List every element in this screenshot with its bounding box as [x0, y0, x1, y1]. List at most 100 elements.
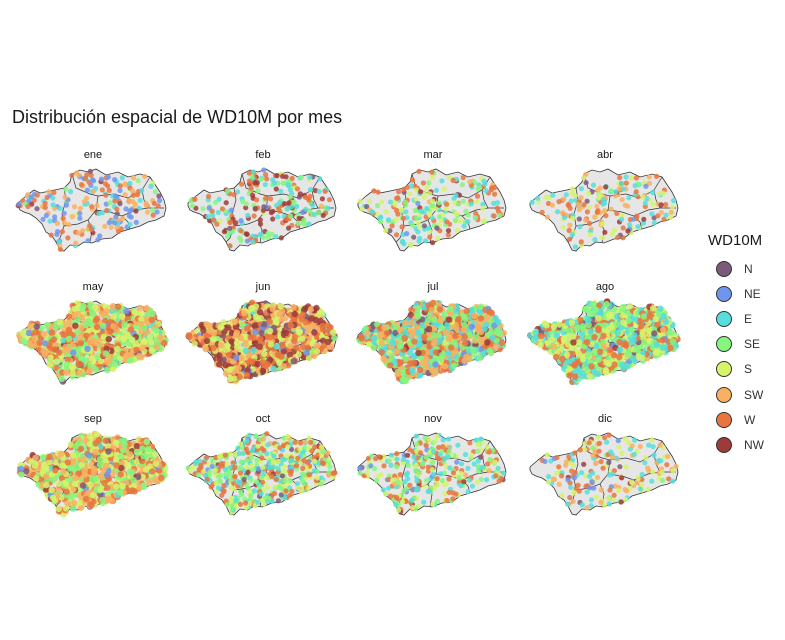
data-point-SW	[393, 348, 400, 355]
data-point-E	[423, 238, 429, 244]
data-point-W	[371, 188, 377, 194]
data-point-SE	[265, 230, 271, 236]
data-point-E	[119, 175, 125, 181]
data-point-W	[89, 204, 95, 210]
data-point-SW	[474, 327, 482, 334]
data-point-NW	[286, 200, 292, 206]
data-point-NW	[320, 212, 326, 218]
data-point-NW	[602, 229, 608, 235]
data-point-S	[441, 186, 448, 192]
data-point-NW	[297, 191, 303, 197]
data-point-W	[263, 195, 269, 201]
data-point-W	[227, 243, 233, 249]
data-point-E	[289, 204, 295, 210]
data-point-SW	[550, 343, 558, 350]
province-border	[63, 173, 99, 227]
data-point-NW	[259, 368, 267, 375]
data-point-SW	[402, 320, 409, 327]
data-point-NE	[28, 194, 35, 200]
data-point-SE	[374, 203, 381, 209]
data-point-W	[92, 317, 100, 324]
data-point-E	[562, 214, 568, 221]
data-point-NE	[303, 349, 310, 356]
data-point-SW	[66, 222, 72, 228]
data-point-E	[433, 187, 439, 193]
data-point-SE	[104, 366, 111, 374]
data-point-NE	[77, 215, 83, 221]
data-point-NE	[77, 210, 83, 216]
data-point-S	[109, 365, 117, 372]
data-point-SE	[22, 340, 29, 347]
data-point-S	[579, 356, 587, 363]
data-point-NW	[273, 186, 279, 192]
data-point-S	[408, 242, 414, 248]
data-point-SE	[567, 327, 574, 334]
data-point-NE	[432, 361, 439, 368]
data-point-NE	[106, 220, 112, 226]
data-point-W	[410, 177, 416, 183]
data-point-NE	[103, 201, 109, 207]
data-point-W	[51, 189, 57, 196]
data-point-S	[118, 313, 126, 320]
data-point-E	[387, 199, 393, 205]
data-point-NE	[229, 207, 235, 213]
data-point-NE	[154, 209, 160, 215]
data-point-W	[387, 362, 394, 369]
data-point-W	[654, 321, 661, 328]
data-point-W	[57, 246, 64, 252]
data-point-W	[278, 353, 285, 360]
panel-sep: sep	[16, 413, 169, 518]
data-point-E	[619, 362, 626, 369]
data-point-S	[474, 199, 480, 205]
data-point-E	[205, 214, 211, 220]
data-point-W	[378, 349, 385, 356]
data-point-W	[104, 207, 110, 214]
data-point-SW	[122, 352, 130, 360]
panel-label-abr: abr	[597, 149, 613, 161]
data-point-W	[238, 228, 244, 234]
data-point-SW	[602, 208, 608, 214]
data-point-NW	[274, 173, 280, 179]
data-point-SE	[102, 350, 110, 357]
data-point-N	[87, 168, 93, 174]
data-point-N	[33, 323, 40, 330]
data-point-W	[566, 236, 573, 242]
data-point-NW	[658, 202, 664, 208]
data-point-W	[394, 232, 400, 238]
data-point-S	[417, 224, 423, 230]
data-point-W	[65, 235, 71, 241]
data-point-SE	[441, 310, 448, 317]
data-point-E	[662, 318, 670, 326]
data-point-E	[671, 198, 677, 204]
data-point-NW	[72, 322, 79, 329]
data-point-SE	[288, 213, 294, 219]
data-point-E	[619, 216, 625, 222]
data-point-E	[325, 205, 331, 211]
data-point-NW	[207, 218, 213, 224]
data-point-SW	[122, 192, 128, 198]
data-point-E	[148, 183, 154, 189]
data-point-W	[578, 239, 584, 245]
data-point-E	[235, 189, 241, 195]
data-point-W	[83, 332, 90, 340]
data-point-E	[139, 188, 145, 194]
data-point-NE	[63, 202, 69, 208]
data-point-SW	[290, 304, 297, 311]
data-point-S	[595, 315, 603, 322]
data-point-E	[250, 239, 256, 245]
data-point-E	[651, 220, 657, 226]
data-point-E	[56, 239, 62, 245]
data-point-W	[32, 329, 39, 336]
data-point-W	[150, 212, 156, 218]
data-point-SW	[307, 305, 315, 313]
data-point-NW	[270, 208, 276, 214]
data-point-NW	[430, 240, 436, 246]
data-point-NE	[61, 210, 67, 216]
data-point-NW	[418, 189, 424, 195]
data-point-SW	[280, 363, 287, 370]
data-point-S	[46, 361, 54, 368]
data-point-S	[611, 227, 618, 233]
data-point-SE	[414, 313, 422, 320]
data-point-NE	[40, 216, 46, 222]
data-point-W	[246, 170, 252, 176]
